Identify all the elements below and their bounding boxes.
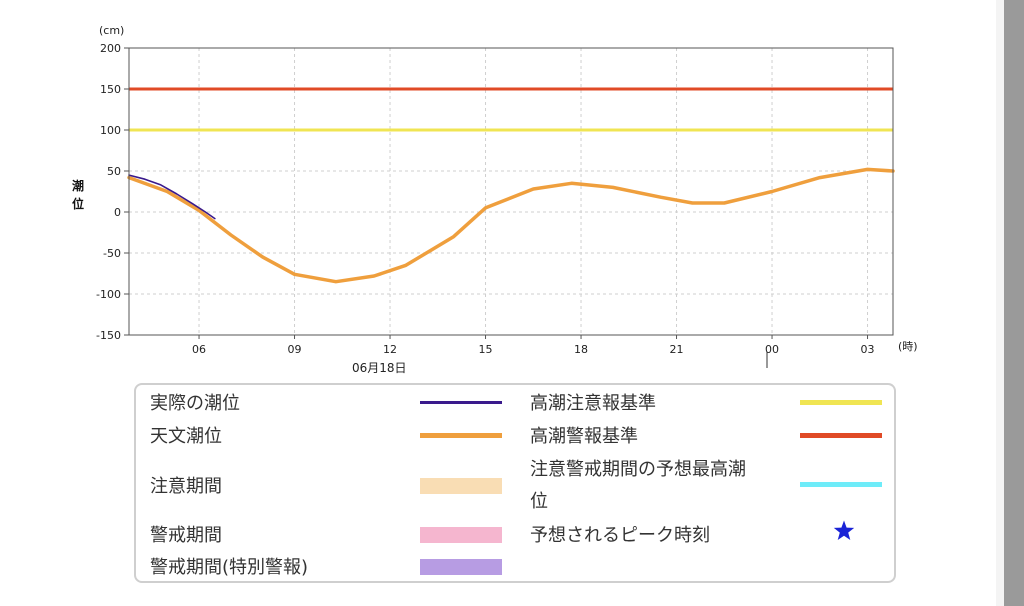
- legend-label-actual-tide: 実際の潮位: [150, 393, 240, 414]
- y-tick-label: -150: [96, 329, 121, 342]
- legend-swatch-predicted-max-tide: [800, 482, 882, 487]
- series-actual-tide: [128, 174, 216, 220]
- series-astronomical-tide: [127, 167, 895, 284]
- x-tick-label: 18: [574, 343, 588, 356]
- x-tick-label: 09: [288, 343, 302, 356]
- x-tick-label: 21: [670, 343, 684, 356]
- scrollbar-thumb[interactable]: [1004, 0, 1024, 606]
- star-icon: [832, 519, 856, 543]
- legend-swatch-special-warning-period: [420, 559, 502, 575]
- x-tick-label: 00: [765, 343, 779, 356]
- legend-swatch-astronomical-tide: [420, 433, 502, 438]
- y-tick-label: 100: [100, 124, 121, 137]
- x-tick-label: 06: [192, 343, 206, 356]
- x-tick-labels: 06 09 12 15 18 21 00 03: [192, 335, 875, 356]
- grid-layer: [129, 47, 893, 336]
- x-tick-label: 12: [383, 343, 397, 356]
- y-tick-label: -100: [96, 288, 121, 301]
- legend-label-storm-surge-warning: 高潮警報基準: [530, 426, 638, 447]
- threshold-layer: [129, 87, 893, 132]
- legend-swatch-actual-tide: [420, 401, 502, 404]
- legend-label-predicted-max-tide-cont: 位: [530, 491, 548, 512]
- x-tick-label: 15: [479, 343, 493, 356]
- y-tick-label: 150: [100, 83, 121, 96]
- x-unit-label: (時): [898, 340, 918, 353]
- scrollbar-track[interactable]: [996, 0, 1004, 606]
- y-axis-label: 潮位: [72, 178, 84, 211]
- legend-label-storm-surge-advisory: 高潮注意報基準: [530, 393, 656, 414]
- y-tick-label: 0: [114, 206, 121, 219]
- legend-label-special-warning-period: 警戒期間(特別警報): [150, 557, 309, 578]
- legend: 実際の潮位 天文潮位 注意期間 警戒期間 警戒期間(特別警報) 高潮注意報基準 …: [134, 383, 896, 583]
- legend-swatch-storm-surge-advisory: [800, 400, 882, 405]
- legend-label-astronomical-tide: 天文潮位: [150, 426, 222, 447]
- y-unit-label: (cm): [99, 24, 124, 37]
- legend-label-caution-period: 注意期間: [150, 476, 222, 497]
- legend-swatch-storm-surge-warning: [800, 433, 882, 438]
- legend-label-predicted-peak-time: 予想されるピーク時刻: [530, 525, 710, 546]
- legend-swatch-caution-period: [420, 478, 502, 494]
- tide-chart: 200 150 100 50 0 -50 -100 -150 06 09 12 15 18 21 00 03…: [72, 24, 918, 375]
- legend-swatch-warning-period: [420, 527, 502, 543]
- plot-frame: [128, 47, 894, 336]
- y-tick-labels: 200 150 100 50 0 -50 -100 -150: [96, 42, 129, 342]
- legend-label-predicted-max-tide: 注意警戒期間の予想最高潮: [530, 459, 746, 480]
- y-tick-label: 50: [107, 165, 121, 178]
- series-layer: [127, 167, 895, 284]
- legend-label-warning-period: 警戒期間: [150, 525, 222, 546]
- x-tick-label: 03: [861, 343, 875, 356]
- date-label: 06月18日: [352, 361, 407, 375]
- y-tick-label: 200: [100, 42, 121, 55]
- y-tick-label: -50: [103, 247, 121, 260]
